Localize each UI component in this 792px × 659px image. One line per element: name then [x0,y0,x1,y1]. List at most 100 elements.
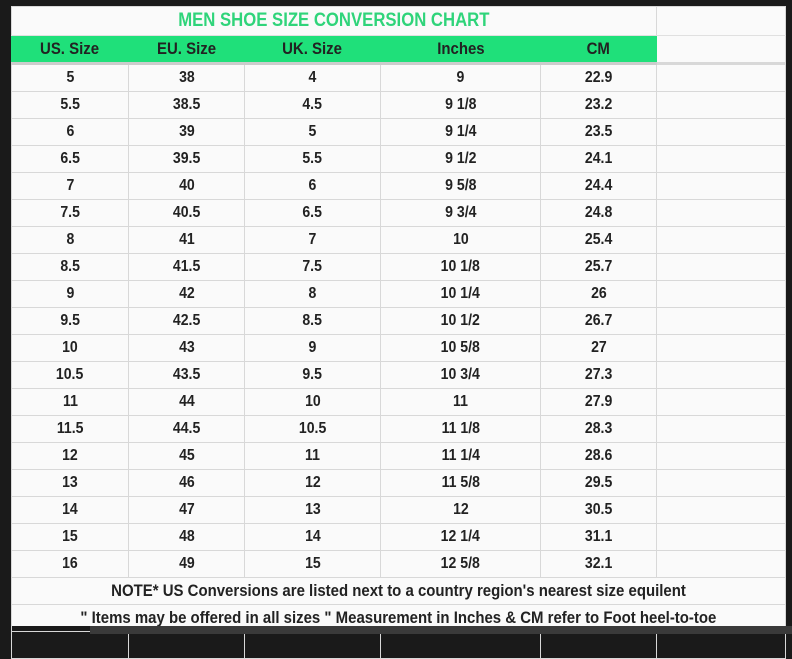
cell-eu-size: 39.5 [128,145,245,173]
cell-eu-size: 43.5 [128,361,245,389]
cell-us-size: 11 [11,388,129,416]
cell-text: 42 [178,285,195,302]
cell-uk-size: 5.5 [244,145,381,173]
cell-text: 9 5/8 [444,177,477,194]
table-row: 9 42 8 10 1/4 26 [11,280,787,308]
header-uk-size: UK. Size [244,35,381,65]
cell-inches: 10 [380,226,541,254]
table-row: 10.5 43.5 9.5 10 3/4 27.3 [11,361,787,389]
cell-text: 8 [308,285,317,302]
empty-cell [656,226,787,254]
cell-inches: 12 1/4 [380,523,541,551]
cell-text: 25.4 [584,231,613,248]
cell-inches: 11 1/4 [380,442,541,470]
empty-cell [656,388,787,416]
cell-text: 44.5 [172,420,201,437]
cell-text: 24.8 [584,204,613,221]
cell-text: 9.5 [302,366,323,383]
cell-text: 12 5/8 [440,555,481,572]
note-text: " Items may be offered in all sizes " Me… [80,608,717,627]
size-conversion-table: MEN SHOE SIZE CONVERSION CHART US. Size … [10,6,787,659]
cell-eu-size: 42 [128,280,245,308]
cell-cm: 25.4 [539,226,658,254]
cell-uk-size: 13 [244,496,381,524]
empty-cell [656,442,787,470]
empty-cell [656,631,787,659]
table-row: 12 45 11 11 1/4 28.6 [11,442,787,470]
empty-cell [128,631,245,659]
header-us-size: US. Size [11,35,129,65]
cell-cm: 27.3 [539,361,658,389]
cell-text: 24.4 [584,177,613,194]
empty-cell [656,415,787,443]
header-eu-size-text: EU. Size [156,39,217,58]
header-row: US. Size EU. Size UK. Size Inches CM [11,35,787,65]
cell-text: 11 1/8 [441,420,480,437]
cell-inches: 10 5/8 [380,334,541,362]
cell-text: 7 [66,177,74,194]
empty-cell [244,631,381,659]
cell-us-size: 5.5 [11,91,129,119]
cell-cm: 24.4 [539,172,658,200]
chart-title: MEN SHOE SIZE CONVERSION CHART [10,6,658,36]
cell-uk-size: 8 [244,280,381,308]
cell-cm: 28.6 [539,442,658,470]
cell-text: 11.5 [56,420,84,437]
cell-uk-size: 10.5 [244,415,381,443]
header-inches: Inches [380,35,541,65]
cell-cm: 25.7 [539,253,658,281]
cell-us-size: 6 [11,118,129,146]
note-text: NOTE* US Conversions are listed next to … [111,581,686,600]
empty-cell [656,172,787,200]
empty-cell [656,280,787,308]
cell-us-size: 13 [11,469,129,497]
cell-text: 15 [304,555,321,572]
cell-us-size: 15 [11,523,129,551]
cell-uk-size: 9.5 [244,361,381,389]
cell-us-size: 8 [11,226,129,254]
header-eu-size: EU. Size [128,35,245,65]
cell-text: 9 1/8 [444,96,477,113]
cell-text: 30.5 [584,501,613,518]
cell-text: 9 [66,285,74,302]
cell-text: 5 [308,123,317,140]
cell-eu-size: 47 [128,496,245,524]
cell-uk-size: 7.5 [244,253,381,281]
cell-inches: 12 [380,496,541,524]
cell-cm: 22.9 [539,63,658,92]
cell-us-size: 11.5 [11,415,129,443]
cell-us-size: 10 [11,334,129,362]
cell-text: 28.6 [584,447,613,464]
empty-cell [656,334,787,362]
cell-cm: 27.9 [539,388,658,416]
header-us-size-text: US. Size [40,39,100,58]
cell-text: 11 [305,447,320,464]
table-row: 16 49 15 12 5/8 32.1 [11,550,787,578]
cell-text: 7 [308,231,317,248]
cell-text: 43 [178,339,195,356]
cell-text: 6.5 [302,204,323,221]
cell-text: 16 [62,555,78,572]
cell-text: 11 [453,393,468,410]
chart-title-text: MEN SHOE SIZE CONVERSION CHART [178,10,490,31]
header-uk-size-text: UK. Size [282,39,343,58]
cell-eu-size: 49 [128,550,245,578]
cell-cm: 28.3 [539,415,658,443]
table-row: 11 44 10 11 27.9 [11,388,787,416]
cell-us-size: 7 [11,172,129,200]
cell-uk-size: 6.5 [244,199,381,227]
cell-text: 23.2 [584,96,613,113]
cell-text: 4 [308,69,317,86]
cell-text: 12 1/4 [440,528,481,545]
cell-text: 9 [308,339,317,356]
cell-us-size: 14 [11,496,129,524]
cell-text: 13 [304,501,321,518]
cell-text: 10.5 [56,366,84,383]
empty-cell [380,631,541,659]
cell-inches: 9 5/8 [380,172,541,200]
size-chart-sheet: MEN SHOE SIZE CONVERSION CHART US. Size … [10,6,787,659]
empty-cell [539,631,658,659]
cell-uk-size: 4.5 [244,91,381,119]
cell-us-size: 8.5 [11,253,129,281]
cell-text: 39.5 [172,150,201,167]
